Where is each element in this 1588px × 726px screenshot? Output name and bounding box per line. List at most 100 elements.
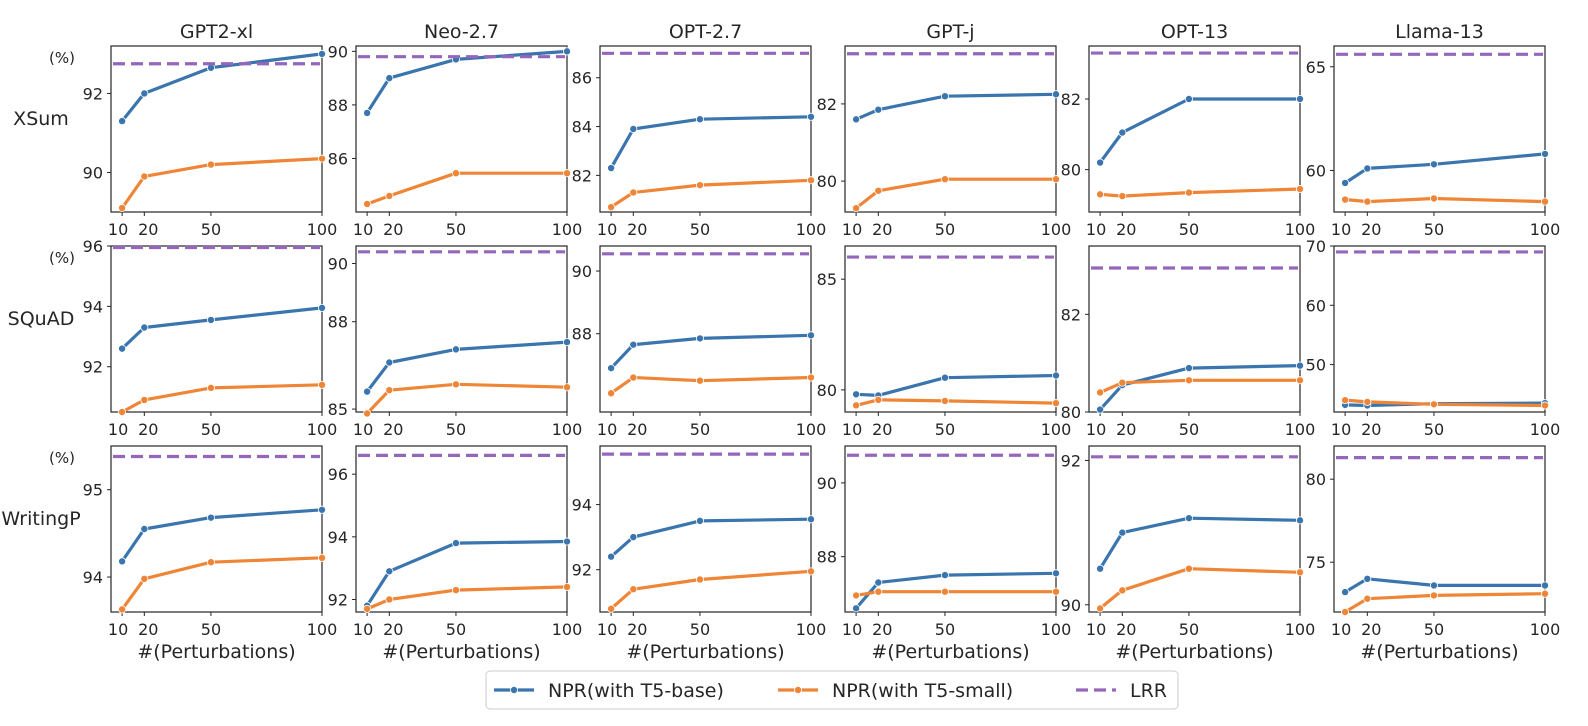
npr-base-line: [365, 49, 568, 114]
y-tick-label: 80: [817, 172, 837, 191]
npr-small-line: [855, 398, 1057, 407]
subplot-squad-gpt-j: 80 85 10 20 50 100: [817, 245, 1072, 439]
npr-base-point: [1296, 361, 1305, 370]
x-tick-label: 10: [108, 220, 128, 239]
npr-small-point: [206, 558, 215, 567]
npr-small-point: [363, 409, 372, 418]
x-tick-label: 100: [552, 220, 583, 239]
npr-small-point: [385, 595, 394, 604]
y-tick-label: 60: [1306, 162, 1326, 181]
npr-base-line: [1344, 152, 1546, 185]
subplot-xsum-gpt-j: 80 82 10 20 50 100: [817, 45, 1071, 239]
npr-base-point: [1541, 149, 1550, 158]
npr-base-point: [385, 74, 394, 83]
subplot-xsum-neo-2.7: 86 88 90 10 20 50 100: [328, 42, 583, 239]
npr-small-line: [366, 171, 567, 206]
npr-base-point: [629, 125, 638, 134]
x-tick-label: 20: [627, 220, 647, 239]
npr-small-line: [1099, 567, 1301, 610]
npr-small-point: [1296, 185, 1305, 194]
npr-small-point: [451, 380, 460, 389]
x-tick-label: 20: [138, 220, 158, 239]
npr-base-point: [1184, 364, 1193, 373]
npr-base-line: [120, 508, 323, 563]
npr-small-point: [1096, 190, 1105, 199]
y-unit-label: (%): [49, 249, 75, 267]
npr-small-point: [140, 574, 149, 583]
npr-base-point: [629, 340, 638, 349]
x-tick-label: 100: [1530, 420, 1561, 439]
x-tick-label: 100: [1530, 620, 1561, 639]
npr-base-point: [1429, 581, 1438, 590]
subplot-writingp-opt-2.7: 92 94 10 20 50 100 #(Perturbations): [572, 445, 827, 663]
x-tick-label: 100: [307, 620, 338, 639]
x-tick-label: 100: [552, 620, 583, 639]
subplot-squad-gpt2-xl: 92 94 96 10 20 50 100 (%): [49, 237, 337, 439]
npr-base-point: [563, 47, 572, 56]
npr-small-point: [118, 407, 127, 416]
npr-small-point: [1363, 594, 1372, 603]
npr-base-point: [118, 117, 127, 126]
x-tick-label: 50: [935, 420, 955, 439]
npr-small-point: [1429, 591, 1438, 600]
x-tick-label: 50: [1424, 220, 1444, 239]
npr-base-point: [695, 516, 704, 525]
npr-small-point: [118, 605, 127, 614]
axes-frame: [355, 245, 568, 413]
npr-small-point: [940, 175, 949, 184]
axes-frame: [844, 445, 1057, 613]
axes-frame: [599, 445, 812, 613]
column-title: OPT-13: [1161, 21, 1228, 43]
npr-base-point: [206, 315, 215, 324]
npr-small-point: [1184, 376, 1193, 385]
y-tick-label: 80: [817, 381, 837, 400]
x-tick-label: 20: [872, 220, 892, 239]
axes-frame: [1088, 45, 1301, 213]
npr-base-point: [1118, 528, 1127, 537]
y-tick-label: 96: [83, 237, 103, 256]
npr-base-point: [1052, 90, 1061, 99]
npr-base-line: [365, 539, 568, 607]
npr-small-point: [1096, 604, 1105, 613]
npr-base-point: [807, 331, 816, 340]
npr-small-line: [855, 590, 1056, 597]
axes-frame: [1088, 245, 1301, 413]
legend-label: NPR(with T5-small): [832, 680, 1013, 702]
x-tick-label: 100: [796, 620, 827, 639]
axes-frame: [355, 445, 568, 613]
x-axis-label: #(Perturbations): [137, 641, 295, 663]
npr-small-point: [852, 204, 861, 213]
npr-base-point: [1118, 128, 1127, 137]
npr-small-point: [1341, 608, 1350, 617]
npr-small-line: [610, 569, 812, 610]
npr-small-point: [1341, 396, 1350, 405]
npr-small-point: [1429, 194, 1438, 203]
x-tick-label: 20: [383, 420, 403, 439]
x-tick-label: 100: [1041, 420, 1072, 439]
npr-base-line: [1344, 577, 1545, 594]
x-tick-label: 20: [872, 420, 892, 439]
npr-base-line: [609, 333, 812, 370]
npr-small-point: [563, 582, 572, 591]
npr-small-point: [317, 380, 326, 389]
subplot-squad-opt-13: 80 82 10 20 50 100: [1061, 245, 1315, 439]
npr-base-point: [607, 364, 616, 373]
y-tick-label: 90: [328, 254, 348, 273]
x-tick-label: 100: [1285, 620, 1316, 639]
npr-base-point: [1429, 160, 1438, 169]
subplot-writingp-gpt2-xl: 94 95 10 20 50 100 (%) #(Perturbations): [49, 445, 338, 663]
npr-small-point: [1296, 376, 1305, 385]
npr-base-point: [1296, 94, 1305, 103]
x-axis-label: #(Perturbations): [871, 641, 1029, 663]
y-tick-label: 95: [83, 481, 103, 500]
y-tick-label: 86: [572, 69, 592, 88]
x-tick-label: 50: [201, 420, 221, 439]
x-tick-label: 100: [307, 420, 338, 439]
axes-frame: [844, 245, 1057, 413]
npr-small-line: [120, 556, 323, 611]
npr-base-line: [365, 340, 568, 393]
legend-label: NPR(with T5-base): [548, 680, 724, 702]
npr-base-point: [451, 345, 460, 354]
y-tick-label: 88: [817, 548, 837, 567]
npr-small-line: [121, 383, 323, 414]
